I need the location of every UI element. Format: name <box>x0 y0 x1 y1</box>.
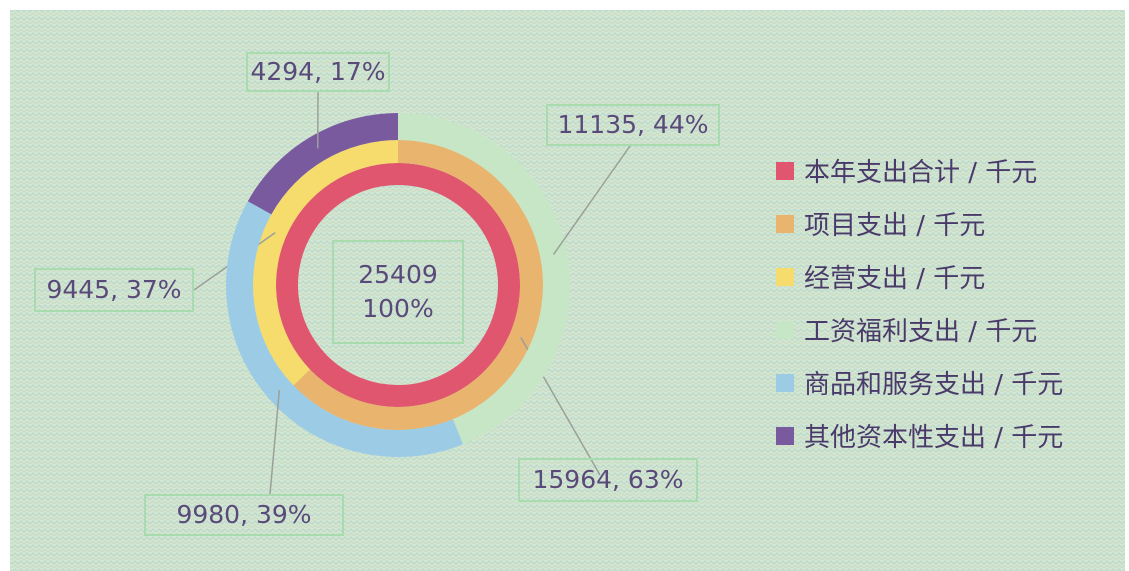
data-label: 9980, 39% <box>144 494 344 536</box>
legend-label: 工资福利支出 / 千元 <box>804 317 1038 347</box>
ring-segment <box>252 140 398 386</box>
legend-swatch <box>776 320 794 339</box>
legend-swatch <box>776 267 794 286</box>
legend-swatch <box>776 426 794 445</box>
data-label: 15964, 63% <box>518 458 698 502</box>
ring-segment <box>398 113 570 445</box>
data-label: 11135, 44% <box>546 104 720 146</box>
leader-line <box>552 145 631 255</box>
legend-swatch <box>776 373 794 392</box>
legend-label: 本年支出合计 / 千元 <box>804 158 1038 188</box>
legend-swatch <box>776 161 794 180</box>
legend-item: 本年支出合计 / 千元 <box>776 152 1037 189</box>
legend-swatch <box>776 214 794 233</box>
legend-label: 经营支出 / 千元 <box>804 264 986 294</box>
legend-item: 经营支出 / 千元 <box>776 258 985 295</box>
legend-item: 项目支出 / 千元 <box>776 205 985 242</box>
data-label: 9445, 37% <box>34 268 194 312</box>
legend-label: 商品和服务支出 / 千元 <box>804 370 1064 400</box>
legend-label: 其他资本性支出 / 千元 <box>804 423 1064 453</box>
legend-item: 商品和服务支出 / 千元 <box>776 364 1063 401</box>
ring-segment <box>226 201 464 457</box>
legend-item: 其他资本性支出 / 千元 <box>776 417 1063 454</box>
ring-segment <box>293 140 544 431</box>
leader-line <box>269 390 281 495</box>
legend-label: 项目支出 / 千元 <box>804 211 986 241</box>
data-label: 4294, 17% <box>246 52 390 92</box>
legend-item: 工资福利支出 / 千元 <box>776 311 1037 348</box>
data-label: 25409 100% <box>332 240 464 344</box>
ring-segment <box>247 113 398 215</box>
